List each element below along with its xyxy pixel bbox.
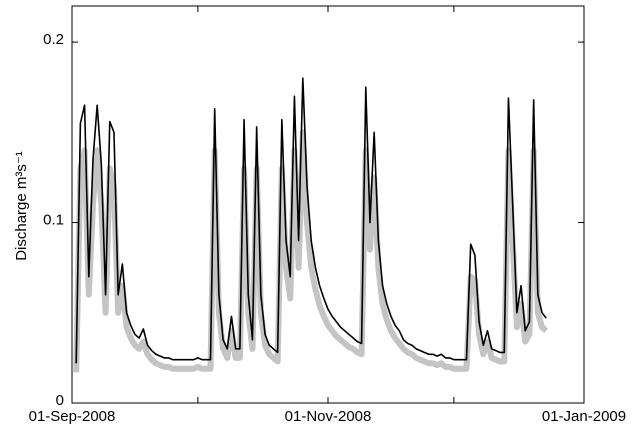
data-line <box>75 77 547 364</box>
x-tick-label: 01-Sep-2008 <box>29 408 116 425</box>
data-line <box>73 129 549 373</box>
x-tick-label: 01-Jan-2009 <box>542 408 626 425</box>
x-tick-label: 01-Nov-2008 <box>285 408 372 425</box>
y-tick-label: 0.1 <box>43 212 64 229</box>
y-tick-label: 0.2 <box>43 31 64 48</box>
y-tick-label: 0 <box>56 392 64 409</box>
y-axis-label: Discharge m³s⁻¹ <box>13 151 30 261</box>
